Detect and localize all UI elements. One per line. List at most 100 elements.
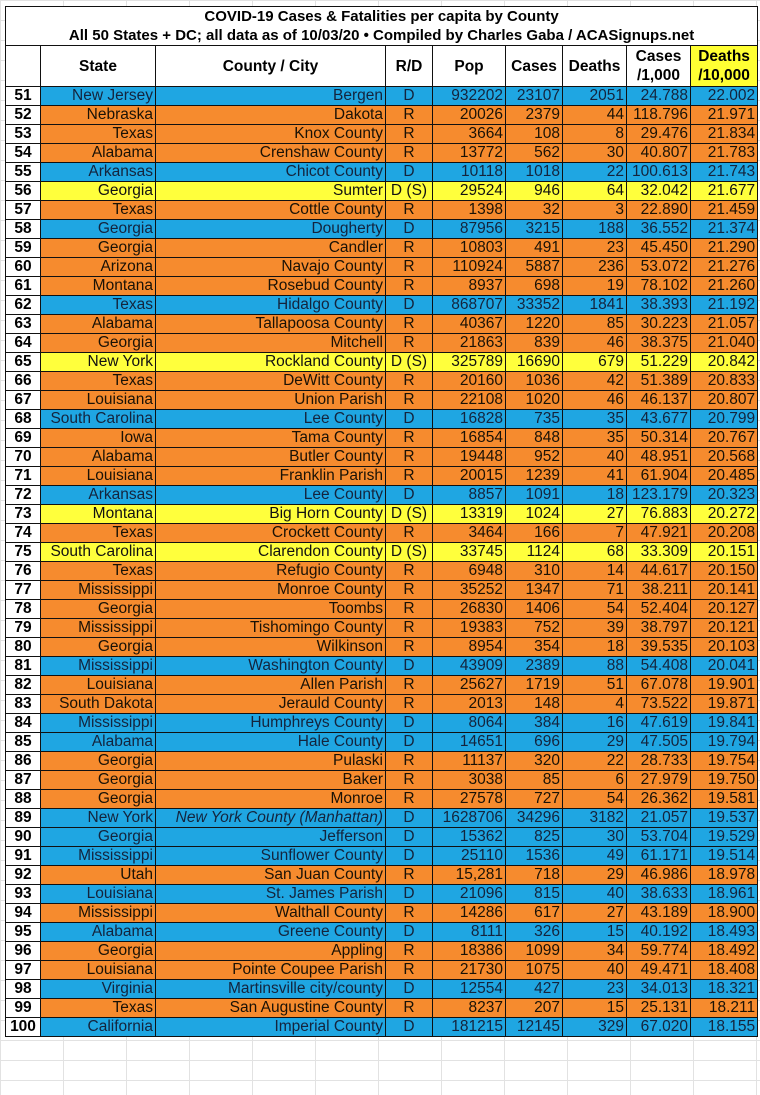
cell-cases: 2379	[505, 105, 563, 125]
cell-county: Knox County	[155, 124, 386, 144]
cell-row-number: 71	[5, 466, 41, 486]
cell-cases: 1018	[505, 162, 563, 182]
cell-cases-per-1000: 33.309	[626, 542, 691, 562]
cell-deaths: 18	[562, 485, 627, 505]
cell-population: 868707	[432, 295, 506, 315]
cell-deaths: 22	[562, 162, 627, 182]
cell-row-number: 70	[5, 447, 41, 467]
cell-cases: 752	[505, 618, 563, 638]
cell-cases-per-1000: 44.617	[626, 561, 691, 581]
cell-deaths: 88	[562, 656, 627, 676]
cell-population: 932202	[432, 86, 506, 106]
cell-state: Mississippi	[40, 580, 156, 600]
cell-deaths-per-10000: 21.290	[689, 238, 759, 258]
table-row: 76 Texas Refugio County R 6948 310 14 44.617 20.…	[5, 561, 759, 581]
cell-cases-per-1000: 78.102	[626, 276, 691, 296]
cell-cases-per-1000: 67.078	[626, 675, 691, 695]
cell-party: R	[385, 200, 433, 220]
cell-party: D	[385, 732, 433, 752]
cell-deaths: 54	[562, 599, 627, 619]
cell-row-number: 94	[5, 903, 41, 923]
cell-population: 8064	[432, 713, 506, 733]
cell-cases: 16690	[505, 352, 563, 372]
cell-cases: 839	[505, 333, 563, 353]
cell-county: Lee County	[155, 409, 386, 429]
cell-party: R	[385, 561, 433, 581]
cell-cases: 696	[505, 732, 563, 752]
cell-row-number: 75	[5, 542, 41, 562]
cell-county: Bergen	[155, 86, 386, 106]
cell-deaths-per-10000: 21.374	[689, 219, 759, 239]
cell-deaths-per-10000: 19.537	[689, 808, 759, 828]
cell-population: 6948	[432, 561, 506, 581]
cell-party: R	[385, 789, 433, 809]
cell-county: Humphreys County	[155, 713, 386, 733]
table-row: 67 Louisiana Union Parish R 22108 1020 46 46.13…	[5, 390, 759, 410]
cell-deaths: 34	[562, 941, 627, 961]
cell-deaths-per-10000: 21.260	[689, 276, 759, 296]
cell-cases-per-1000: 52.404	[626, 599, 691, 619]
cell-deaths-per-10000: 18.978	[689, 865, 759, 885]
table-row: 99 Texas San Augustine County R 8237 207 15 25.…	[5, 998, 759, 1018]
table-row: 94 Mississippi Walthall County R 14286 617 27 4…	[5, 903, 759, 923]
cell-deaths-per-10000: 19.871	[689, 694, 759, 714]
cell-cases-per-1000: 73.522	[626, 694, 691, 714]
cell-cases-per-1000: 38.633	[626, 884, 691, 904]
cell-county: Butler County	[155, 447, 386, 467]
cell-county: Toombs	[155, 599, 386, 619]
table-row: 69 Iowa Tama County R 16854 848 35 50.314 20.767	[5, 428, 759, 448]
cell-cases-per-1000: 59.774	[626, 941, 691, 961]
table-row: 86 Georgia Pulaski R 11137 320 22 28.733 19.754	[5, 751, 759, 771]
cell-row-number: 73	[5, 504, 41, 524]
cell-deaths: 188	[562, 219, 627, 239]
cell-cases: 207	[505, 998, 563, 1018]
cell-population: 35252	[432, 580, 506, 600]
cell-party: D	[385, 219, 433, 239]
cell-population: 21863	[432, 333, 506, 353]
cell-row-number: 67	[5, 390, 41, 410]
cell-row-number: 68	[5, 409, 41, 429]
cell-cases: 1347	[505, 580, 563, 600]
cell-party: R	[385, 751, 433, 771]
cell-state: Mississippi	[40, 846, 156, 866]
cell-county: Hale County	[155, 732, 386, 752]
cell-state: Mississippi	[40, 713, 156, 733]
cell-state: Montana	[40, 504, 156, 524]
cell-cases-per-1000: 26.362	[626, 789, 691, 809]
cell-row-number: 65	[5, 352, 41, 372]
cell-state: Texas	[40, 561, 156, 581]
cell-population: 3038	[432, 770, 506, 790]
cell-county: St. James Parish	[155, 884, 386, 904]
cell-deaths-per-10000: 21.192	[689, 295, 759, 315]
cell-cases-per-1000: 46.137	[626, 390, 691, 410]
cell-deaths: 71	[562, 580, 627, 600]
cell-cases: 108	[505, 124, 563, 144]
table-row: 81 Mississippi Washington County D 43909 2389…	[5, 656, 759, 676]
cell-party: R	[385, 371, 433, 391]
cell-cases: 1536	[505, 846, 563, 866]
cell-row-number: 62	[5, 295, 41, 315]
cell-party: D	[385, 846, 433, 866]
cell-deaths-per-10000: 21.971	[689, 105, 759, 125]
cell-county: Mitchell	[155, 333, 386, 353]
cell-deaths: 4	[562, 694, 627, 714]
cell-county: Navajo County	[155, 257, 386, 277]
cell-population: 1628706	[432, 808, 506, 828]
table-row: 92 Utah San Juan County R 15,281 718 29 46.986 1…	[5, 865, 759, 885]
cell-cases: 354	[505, 637, 563, 657]
cell-state: Georgia	[40, 219, 156, 239]
cell-party: R	[385, 257, 433, 277]
header-rd: R/D	[385, 45, 433, 87]
cell-deaths: 49	[562, 846, 627, 866]
cell-deaths: 42	[562, 371, 627, 391]
cell-cases: 2389	[505, 656, 563, 676]
table-row: 70 Alabama Butler County R 19448 952 40 48.951 2…	[5, 447, 759, 467]
cell-county: Sunflower County	[155, 846, 386, 866]
cell-cases: 12145	[505, 1017, 563, 1037]
cell-county: Big Horn County	[155, 504, 386, 524]
cell-cases: 735	[505, 409, 563, 429]
cell-county: Jerauld County	[155, 694, 386, 714]
cell-row-number: 95	[5, 922, 41, 942]
cell-population: 20160	[432, 371, 506, 391]
table-row: 62 Texas Hidalgo County D 868707 33352 1841 38.…	[5, 295, 759, 315]
